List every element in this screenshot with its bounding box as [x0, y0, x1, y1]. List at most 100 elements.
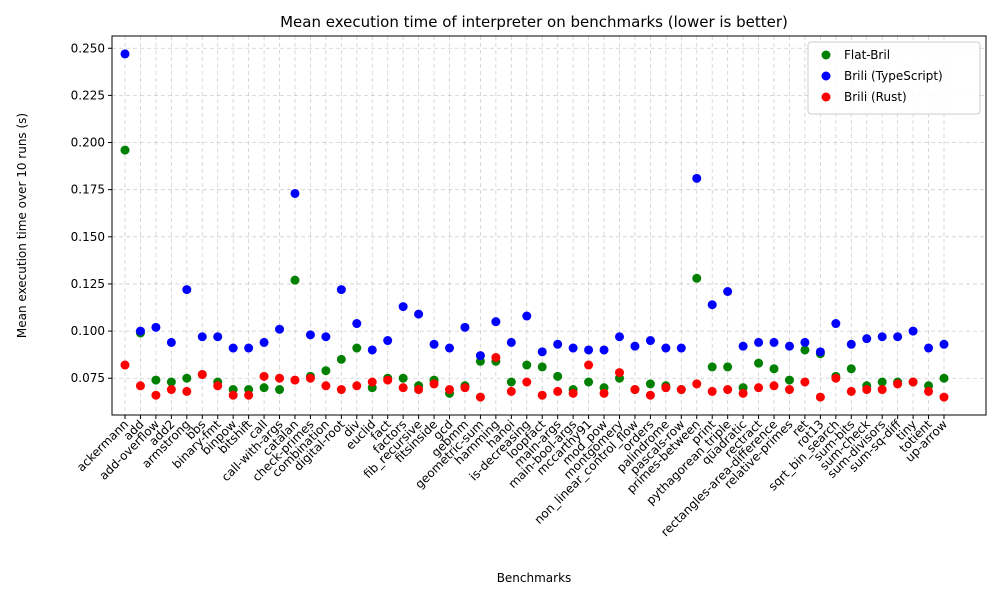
point-brili-typescript: [151, 322, 161, 332]
point-brili-rust: [584, 360, 594, 370]
point-brili-rust: [645, 390, 655, 400]
point-flat-bril: [800, 345, 810, 355]
y-axis-label: Mean execution time over 10 runs (s): [15, 113, 29, 338]
point-brili-rust: [166, 385, 176, 395]
point-brili-typescript: [414, 309, 424, 319]
point-brili-typescript: [259, 337, 269, 347]
point-brili-rust: [522, 377, 532, 387]
grid-lines: [112, 36, 986, 415]
point-brili-rust: [692, 379, 702, 389]
point-brili-rust: [661, 383, 671, 393]
point-brili-typescript: [568, 343, 578, 353]
point-brili-rust: [197, 369, 207, 379]
point-flat-bril: [846, 364, 856, 374]
point-brili-rust: [244, 390, 254, 400]
point-flat-bril: [769, 364, 779, 374]
point-brili-typescript: [244, 343, 254, 353]
point-brili-typescript: [692, 173, 702, 183]
legend: Flat-Bril Brili (TypeScript) Brili (Rust): [807, 41, 981, 115]
point-brili-rust: [182, 386, 192, 396]
point-brili-rust: [336, 385, 346, 395]
point-brili-typescript: [723, 286, 733, 296]
legend-box: [807, 41, 981, 115]
chart-title: Mean execution time of interpreter on be…: [280, 13, 788, 31]
point-brili-rust: [120, 360, 130, 370]
point-brili-typescript: [182, 285, 192, 295]
point-flat-bril: [506, 377, 516, 387]
point-flat-bril: [723, 362, 733, 372]
legend-marker-flat-bril: [821, 50, 831, 60]
point-brili-rust: [367, 377, 377, 387]
point-brili-rust: [738, 388, 748, 398]
point-brili-typescript: [228, 343, 238, 353]
point-brili-typescript: [815, 347, 825, 357]
point-brili-typescript: [939, 339, 949, 349]
point-flat-bril: [352, 343, 362, 353]
point-brili-rust: [924, 386, 934, 396]
y-tick-label: 0.225: [71, 88, 105, 102]
y-tick-label: 0.200: [71, 136, 105, 150]
point-brili-typescript: [645, 336, 655, 346]
point-brili-rust: [846, 386, 856, 396]
point-brili-rust: [151, 390, 161, 400]
point-brili-rust: [537, 390, 547, 400]
point-flat-bril: [553, 371, 563, 381]
point-flat-bril: [784, 375, 794, 385]
point-brili-rust: [398, 383, 408, 393]
point-flat-bril: [166, 377, 176, 387]
point-brili-typescript: [769, 337, 779, 347]
point-flat-bril: [290, 275, 300, 285]
point-brili-rust: [599, 388, 609, 398]
point-brili-typescript: [522, 311, 532, 321]
point-brili-typescript: [321, 332, 331, 342]
point-flat-bril: [259, 383, 269, 393]
point-brili-typescript: [800, 337, 810, 347]
point-flat-bril: [537, 362, 547, 372]
point-brili-typescript: [352, 319, 362, 329]
point-brili-rust: [135, 381, 145, 391]
point-brili-typescript: [707, 300, 717, 310]
point-brili-rust: [707, 386, 717, 396]
legend-marker-brili-typescript: [821, 71, 831, 81]
legend-label-flat-bril: Flat-Bril: [844, 48, 890, 62]
point-brili-rust: [383, 375, 393, 385]
point-brili-typescript: [460, 322, 470, 332]
point-brili-typescript: [553, 339, 563, 349]
point-brili-rust: [414, 385, 424, 395]
point-brili-rust: [800, 377, 810, 387]
point-brili-rust: [862, 385, 872, 395]
point-brili-typescript: [846, 339, 856, 349]
point-flat-bril: [336, 354, 346, 364]
point-flat-bril: [120, 145, 130, 155]
point-brili-typescript: [877, 332, 887, 342]
point-flat-bril: [692, 273, 702, 283]
point-brili-rust: [213, 381, 223, 391]
point-brili-typescript: [754, 337, 764, 347]
point-brili-typescript: [784, 341, 794, 351]
point-brili-rust: [893, 379, 903, 389]
point-brili-typescript: [893, 332, 903, 342]
y-tick-label: 0.150: [71, 230, 105, 244]
point-brili-typescript: [120, 49, 130, 59]
point-brili-rust: [429, 379, 439, 389]
x-axis-label: Benchmarks: [497, 571, 572, 585]
point-brili-typescript: [383, 336, 393, 346]
point-brili-rust: [259, 371, 269, 381]
point-brili-typescript: [630, 341, 640, 351]
point-brili-typescript: [924, 343, 934, 353]
point-brili-typescript: [614, 332, 624, 342]
point-flat-bril: [584, 377, 594, 387]
point-brili-rust: [630, 385, 640, 395]
point-brili-typescript: [197, 332, 207, 342]
point-brili-typescript: [475, 351, 485, 361]
point-brili-typescript: [862, 334, 872, 344]
point-brili-typescript: [506, 337, 516, 347]
point-brili-rust: [614, 368, 624, 378]
point-brili-rust: [877, 385, 887, 395]
y-tick-label: 0.125: [71, 277, 105, 291]
point-brili-typescript: [336, 285, 346, 295]
point-flat-bril: [151, 375, 161, 385]
legend-label-brili-typescript: Brili (TypeScript): [844, 69, 943, 83]
data-points: [120, 49, 949, 402]
